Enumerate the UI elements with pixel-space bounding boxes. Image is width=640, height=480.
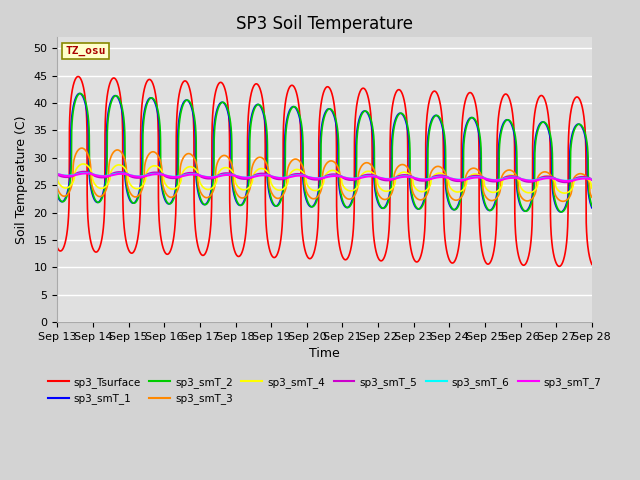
sp3_smT_3 [444, 189, 452, 195]
Line: sp3_Tsurface: sp3_Tsurface [58, 76, 592, 266]
sp3_smT_5 [566, 179, 573, 185]
sp3_smT_4 [460, 187, 467, 192]
sp3_smT_5 [561, 180, 569, 185]
sp3_smT_6 [559, 178, 566, 183]
sp3_smT_7 [444, 175, 452, 181]
Legend: sp3_Tsurface, sp3_smT_1, sp3_smT_2, sp3_smT_3, sp3_smT_4, sp3_smT_5, sp3_smT_6, : sp3_Tsurface, sp3_smT_1, sp3_smT_2, sp3_… [44, 373, 606, 408]
sp3_smT_5 [460, 178, 467, 183]
sp3_smT_1 [444, 198, 452, 204]
sp3_smT_2 [236, 202, 243, 207]
sp3_smT_4 [79, 161, 87, 167]
sp3_Tsurface [588, 262, 596, 267]
sp3_smT_4 [54, 177, 61, 183]
Line: sp3_smT_5: sp3_smT_5 [58, 172, 592, 182]
sp3_smT_2 [444, 195, 452, 201]
sp3_smT_6 [588, 176, 596, 182]
sp3_smT_3 [566, 194, 573, 200]
sp3_smT_2 [557, 209, 565, 215]
sp3_smT_7 [460, 177, 467, 183]
sp3_smT_6 [236, 174, 243, 180]
sp3_smT_2 [460, 177, 467, 182]
sp3_smT_5 [236, 175, 243, 181]
Text: TZ_osu: TZ_osu [65, 46, 106, 56]
sp3_smT_3 [236, 194, 243, 200]
sp3_smT_4 [444, 177, 452, 183]
sp3_smT_3 [54, 185, 61, 191]
sp3_smT_1 [566, 176, 573, 181]
sp3_smT_6 [54, 171, 61, 177]
sp3_Tsurface [444, 254, 452, 260]
sp3_smT_7 [559, 178, 566, 184]
sp3_smT_7 [236, 174, 243, 180]
sp3_smT_5 [444, 174, 452, 180]
sp3_smT_7 [566, 178, 573, 184]
sp3_Tsurface [307, 256, 314, 262]
sp3_smT_6 [444, 175, 452, 180]
sp3_smT_3 [588, 194, 596, 200]
sp3_smT_2 [559, 209, 567, 215]
sp3_smT_6 [460, 176, 467, 182]
sp3_smT_1 [307, 204, 314, 209]
sp3_Tsurface [460, 109, 467, 115]
sp3_smT_7 [563, 178, 571, 184]
sp3_Tsurface [236, 253, 243, 259]
sp3_smT_7 [54, 171, 61, 177]
sp3_Tsurface [556, 264, 563, 269]
sp3_smT_3 [307, 195, 314, 201]
sp3_smT_3 [78, 145, 86, 151]
Title: SP3 Soil Temperature: SP3 Soil Temperature [236, 15, 413, 33]
sp3_smT_6 [81, 170, 88, 176]
sp3_smT_4 [559, 190, 566, 196]
sp3_smT_3 [559, 198, 567, 204]
sp3_smT_6 [566, 178, 573, 183]
Line: sp3_smT_6: sp3_smT_6 [58, 173, 592, 180]
sp3_smT_7 [588, 177, 596, 182]
sp3_smT_5 [80, 169, 88, 175]
sp3_smT_1 [236, 202, 243, 208]
sp3_Tsurface [54, 245, 61, 251]
sp3_smT_1 [588, 205, 596, 211]
sp3_smT_2 [566, 188, 573, 194]
sp3_smT_5 [307, 176, 314, 181]
X-axis label: Time: Time [309, 348, 340, 360]
Y-axis label: Soil Temperature (C): Soil Temperature (C) [15, 116, 28, 244]
Line: sp3_smT_2: sp3_smT_2 [58, 94, 592, 212]
sp3_smT_7 [307, 175, 314, 180]
sp3_smT_3 [559, 198, 566, 204]
sp3_Tsurface [559, 259, 567, 264]
sp3_smT_2 [588, 203, 596, 209]
sp3_smT_1 [460, 140, 467, 146]
sp3_smT_2 [54, 191, 61, 196]
sp3_smT_6 [563, 178, 570, 183]
sp3_smT_5 [588, 177, 596, 182]
sp3_smT_1 [54, 193, 61, 199]
sp3_smT_4 [566, 189, 573, 194]
sp3_Tsurface [566, 119, 573, 125]
Line: sp3_smT_4: sp3_smT_4 [58, 164, 592, 193]
sp3_smT_6 [307, 174, 314, 180]
sp3_smT_4 [561, 190, 568, 196]
sp3_smT_2 [307, 203, 314, 209]
sp3_smT_2 [76, 91, 84, 96]
sp3_smT_1 [557, 209, 564, 215]
sp3_smT_5 [559, 179, 566, 185]
Line: sp3_smT_7: sp3_smT_7 [58, 173, 592, 181]
Line: sp3_smT_1: sp3_smT_1 [58, 94, 592, 212]
sp3_smT_5 [54, 171, 61, 177]
sp3_smT_4 [588, 185, 596, 191]
sp3_smT_3 [460, 191, 467, 197]
sp3_Tsurface [74, 73, 82, 79]
sp3_smT_1 [559, 208, 567, 214]
Line: sp3_smT_3: sp3_smT_3 [58, 148, 592, 201]
sp3_smT_4 [307, 186, 314, 192]
sp3_smT_1 [76, 91, 83, 96]
sp3_smT_4 [236, 185, 243, 191]
sp3_smT_7 [81, 170, 89, 176]
